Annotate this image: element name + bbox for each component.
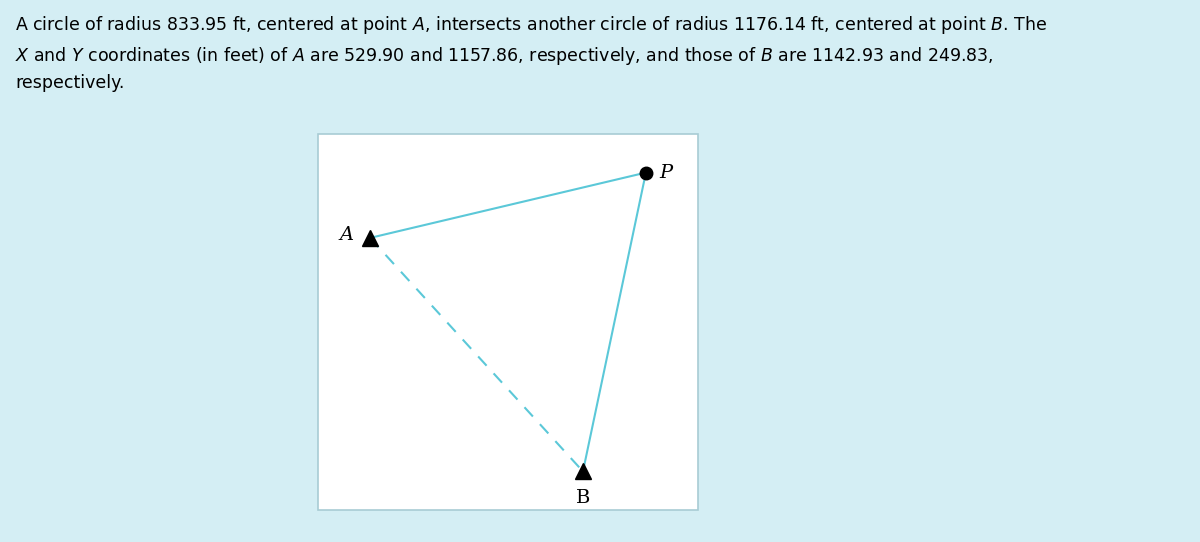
Text: A: A xyxy=(340,226,354,244)
Text: A circle of radius 833.95 ft, centered at point $A$, intersects another circle o: A circle of radius 833.95 ft, centered a… xyxy=(14,14,1048,93)
Text: P: P xyxy=(659,164,672,182)
Text: B: B xyxy=(576,489,590,507)
Bar xyxy=(318,134,698,510)
